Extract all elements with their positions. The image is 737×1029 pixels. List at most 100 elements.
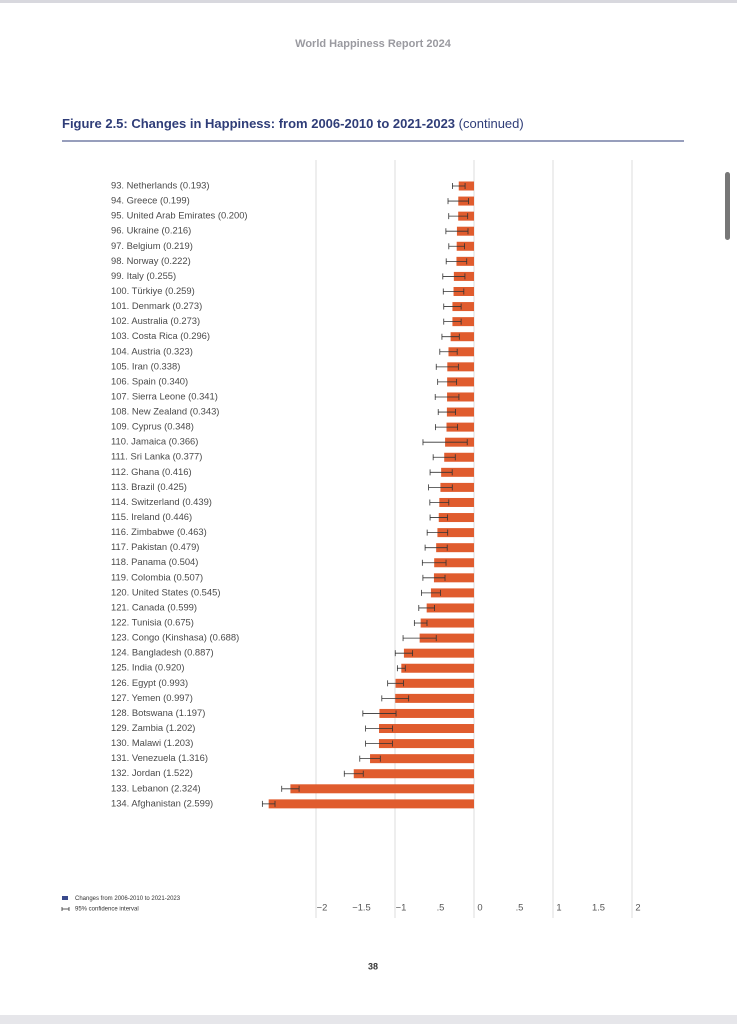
error-bar — [447, 198, 469, 205]
bar — [438, 513, 474, 523]
error-bar — [422, 574, 446, 581]
chart-title: Figure 2.5: Changes in Happiness: from 2… — [62, 116, 524, 131]
category-label: 124. Bangladesh (0.887) — [111, 647, 214, 658]
bar — [450, 332, 474, 342]
bar — [395, 678, 474, 688]
x-tick-label: 1.5 — [592, 901, 605, 912]
header: World Happiness Report 2024 — [295, 38, 452, 50]
error-bar — [426, 529, 449, 536]
category-label: 103. Costa Rica (0.296) — [111, 330, 210, 341]
bottom-band — [0, 1015, 737, 1024]
category-label: 114. Switzerland (0.439) — [111, 496, 212, 507]
bar — [290, 784, 474, 794]
category-label: 116. Zimbabwe (0.463) — [111, 526, 207, 537]
legend-label: Changes from 2006-2010 to 2021-2023 — [75, 896, 181, 902]
error-bar — [394, 650, 414, 657]
scrollbar[interactable] — [725, 172, 730, 240]
x-tick-label: −1 — [396, 901, 407, 912]
top-border — [0, 0, 737, 3]
x-tick-label: 1 — [556, 901, 561, 912]
title-main: Figure 2.5: Changes in Happiness: from 2… — [62, 116, 455, 131]
category-label: 98. Norway (0.222) — [111, 255, 191, 266]
bar — [433, 573, 474, 583]
error-bar — [421, 589, 441, 596]
bar — [452, 317, 474, 327]
error-bar — [396, 665, 406, 672]
bar — [395, 693, 474, 703]
x-tick-label: .5 — [516, 901, 524, 912]
error-bar — [381, 695, 410, 702]
error-bar — [422, 439, 468, 446]
category-label: 127. Yemen (0.997) — [111, 692, 193, 703]
bar — [441, 467, 474, 477]
category-label: 100. Türkiye (0.259) — [111, 285, 195, 296]
bar — [370, 754, 474, 764]
error-bar — [448, 243, 465, 250]
bar — [447, 377, 474, 387]
x-tick-label: 0 — [477, 901, 482, 912]
category-label: 121. Canada (0.599) — [111, 601, 197, 612]
error-bar — [424, 544, 448, 551]
bar — [353, 769, 474, 779]
error-bar — [429, 469, 453, 476]
bar — [419, 633, 474, 643]
category-label: 129. Zambia (1.202) — [111, 722, 195, 733]
bar — [378, 739, 474, 749]
bar — [452, 302, 474, 312]
error-bar — [445, 228, 469, 235]
category-label: 126. Egypt (0.993) — [111, 677, 188, 688]
bar — [379, 724, 474, 734]
bar — [444, 452, 474, 462]
category-label: 109. Cyprus (0.348) — [111, 421, 194, 432]
category-label: 113. Brazil (0.425) — [111, 481, 187, 492]
x-tick-label: −2 — [317, 901, 328, 912]
category-label: 110. Jamaica (0.366) — [111, 436, 198, 447]
error-bar — [434, 393, 460, 400]
bar — [434, 558, 474, 568]
category-label: 115. Ireland (0.446) — [111, 511, 192, 522]
error-bar — [443, 318, 462, 325]
category-label: 123. Congo (Kinshasa) (0.688) — [111, 632, 239, 643]
category-label: 99. Italy (0.255) — [111, 270, 176, 281]
error-bar — [429, 514, 448, 521]
error-bar — [343, 770, 364, 777]
category-label: 94. Greece (0.199) — [111, 195, 190, 206]
bar — [401, 663, 474, 673]
error-bar — [442, 273, 466, 280]
error-bar — [365, 740, 393, 747]
bar — [446, 422, 474, 432]
category-label: 132. Jordan (1.522) — [111, 767, 193, 778]
category-label: 134. Afghanistan (2.599) — [111, 797, 213, 808]
category-label: 120. United States (0.545) — [111, 586, 220, 597]
title-suffix: (continued) — [459, 116, 524, 131]
category-label: 112. Ghana (0.416) — [111, 466, 192, 477]
category-label: 118. Panama (0.504) — [111, 556, 198, 567]
legend-label: 95% confidence interval — [75, 907, 139, 913]
error-bar — [441, 333, 460, 340]
bar — [440, 482, 474, 492]
category-label: 128. Botswana (1.197) — [111, 707, 205, 718]
category-label: 108. New Zealand (0.343) — [111, 406, 219, 417]
bar — [268, 799, 474, 809]
error-bar — [429, 499, 450, 506]
category-label: 97. Belgium (0.219) — [111, 240, 193, 251]
error-bar — [428, 484, 453, 491]
error-bar — [261, 800, 276, 807]
error-bar — [435, 363, 459, 370]
error-bar — [387, 680, 404, 687]
bar — [420, 618, 474, 628]
error-bar — [421, 559, 447, 566]
error-bar — [443, 303, 462, 310]
error-bar — [435, 424, 458, 431]
bar — [379, 708, 474, 718]
error-bar — [365, 725, 393, 732]
error-bar — [445, 258, 468, 265]
x-tick-label: 2 — [635, 901, 640, 912]
bar — [436, 543, 474, 553]
bar — [403, 648, 474, 658]
x-tick-label: −1.5 — [352, 901, 371, 912]
category-label: 102. Australia (0.273) — [111, 315, 200, 326]
bar — [448, 347, 474, 357]
